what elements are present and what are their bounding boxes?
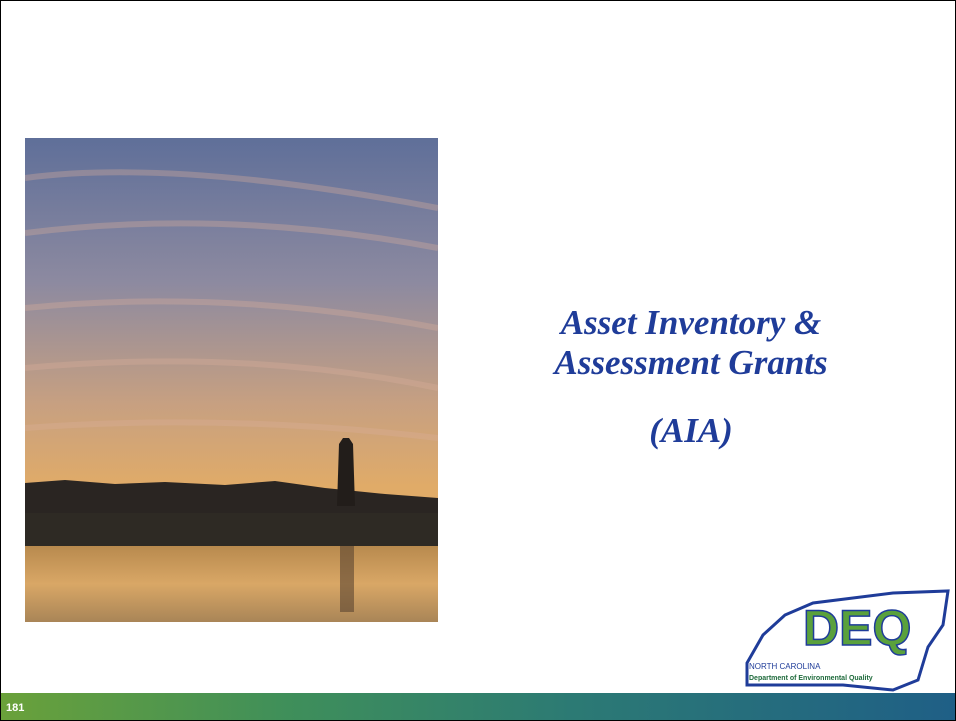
title-line: (AIA) <box>471 411 911 451</box>
title-line: Assessment Grants <box>471 343 911 383</box>
deq-logo: DEQ NORTH CAROLINA Department of Environ… <box>743 585 953 695</box>
photo <box>25 138 438 622</box>
title-line: Asset Inventory & <box>471 303 911 343</box>
logo-state: NORTH CAROLINA <box>749 662 821 671</box>
page-number: 181 <box>6 702 24 714</box>
logo-department: Department of Environmental Quality <box>749 675 873 682</box>
logo-mark: DEQ <box>803 600 911 656</box>
footer-bar: 181 <box>1 693 955 720</box>
slide: Asset Inventory & Assessment Grants (AIA… <box>0 0 956 721</box>
